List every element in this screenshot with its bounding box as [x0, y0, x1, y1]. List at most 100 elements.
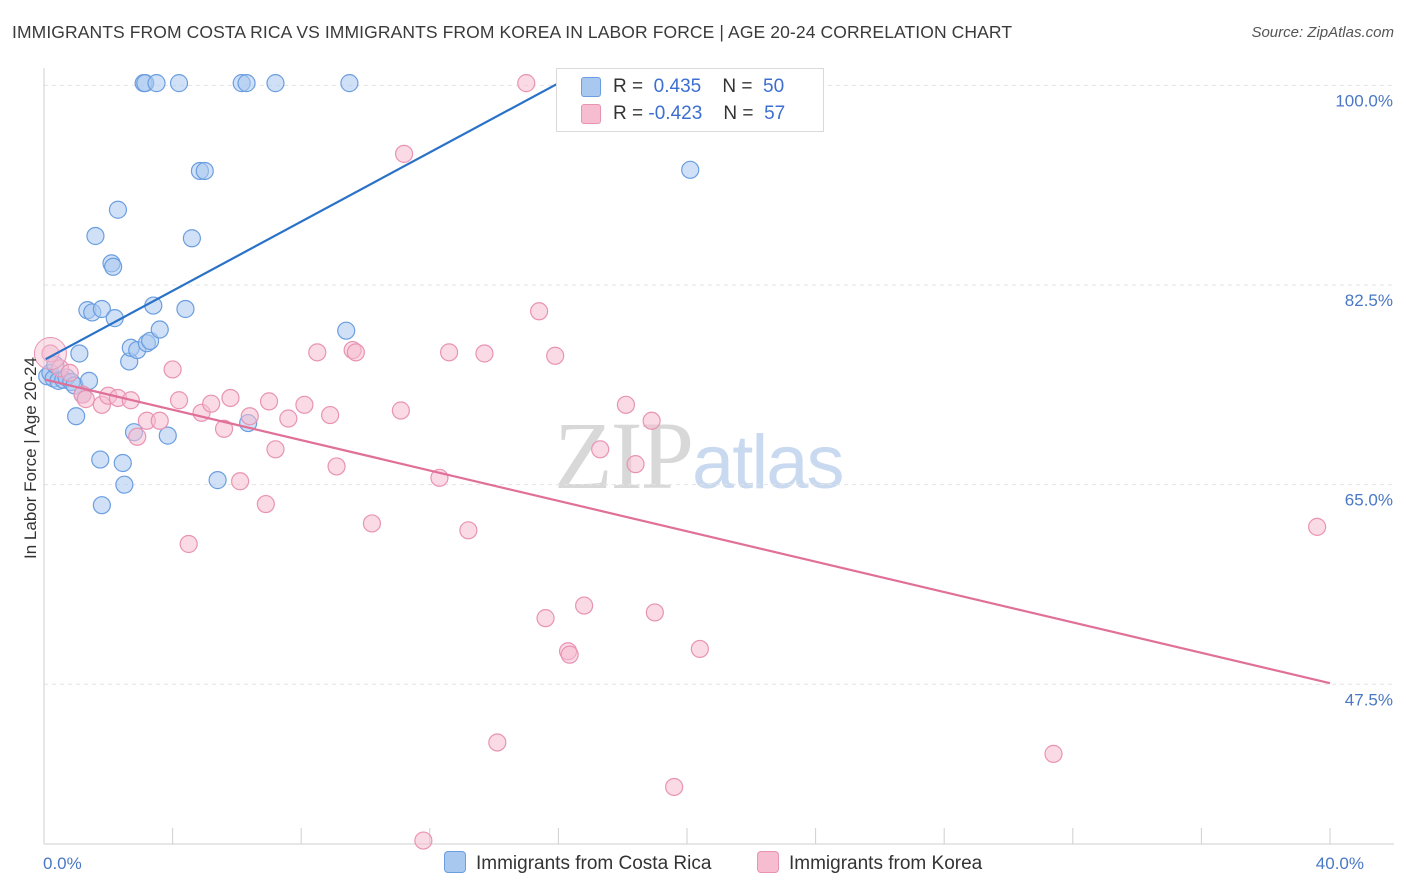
korea-point — [346, 343, 365, 362]
korea-point — [626, 455, 645, 474]
y-tick-label: 100.0% — [1335, 91, 1393, 110]
n-label: N = — [722, 76, 753, 97]
korea-point — [179, 534, 198, 554]
bottom-legend-swatch-pink — [757, 851, 779, 873]
y-tick-label: 82.5% — [1345, 291, 1393, 310]
costa-rica-point — [91, 450, 110, 469]
korea-point — [575, 596, 594, 615]
r-value-costa-rica: 0.435 — [653, 76, 702, 97]
korea-point — [414, 831, 433, 850]
korea-point — [394, 144, 414, 163]
n-value-korea: 57 — [764, 103, 786, 124]
korea-point — [231, 472, 250, 491]
korea-point — [266, 440, 285, 459]
legend-stats-korea: R = -0.423 N = 57 — [613, 103, 785, 125]
costa-rica-point — [337, 321, 356, 340]
bottom-legend-korea: Immigrants from Korea — [757, 851, 982, 875]
korea-point — [616, 395, 636, 414]
korea-point-large — [33, 336, 67, 370]
y-axis-label: In Labor Force | Age 20-24 — [21, 357, 40, 559]
korea-point — [488, 733, 507, 752]
costa-rica-point — [169, 74, 189, 93]
axes — [43, 68, 1394, 845]
korea-point — [279, 409, 298, 428]
korea-point — [327, 457, 346, 476]
korea-point — [169, 391, 189, 410]
korea-point — [240, 407, 259, 426]
korea-point — [202, 394, 221, 413]
korea-point — [591, 440, 610, 459]
costa-rica-point — [115, 475, 134, 494]
korea-point — [214, 419, 234, 438]
korea-point — [221, 388, 240, 408]
korea-point — [308, 343, 327, 362]
costa-rica-trend-line — [45, 75, 572, 361]
costa-rica-point — [70, 344, 89, 363]
korea-point — [517, 74, 536, 93]
costa-rica-point — [92, 299, 111, 319]
korea-point — [76, 390, 95, 409]
costa-rica-point — [147, 74, 166, 93]
costa-rica-point — [340, 74, 359, 93]
bottom-legend-swatch-blue — [444, 851, 466, 873]
korea-point — [439, 343, 459, 362]
watermark-atlas: atlas — [692, 420, 845, 505]
x-tick-label: 40.0% — [1316, 854, 1364, 873]
correlation-legend: R = 0.435 N = 50 R = -0.423 N = 57 — [556, 68, 824, 132]
costa-rica-point — [182, 229, 201, 248]
gridlines — [44, 84, 1394, 685]
korea-point — [321, 405, 340, 425]
costa-rica-point — [108, 200, 128, 219]
korea-point — [665, 777, 684, 797]
korea-point — [560, 645, 579, 664]
korea-point — [690, 639, 709, 659]
costa-rica-point — [208, 471, 227, 490]
korea-point — [536, 609, 555, 628]
korea-point — [295, 395, 314, 414]
korea-point — [546, 346, 565, 365]
korea-point — [256, 494, 275, 514]
y-tick-label: 65.0% — [1345, 491, 1393, 510]
korea-point — [128, 427, 147, 446]
korea-point — [1308, 517, 1327, 536]
bottom-legend-label-korea: Immigrants from Korea — [789, 853, 983, 874]
costa-rica-point — [113, 453, 132, 473]
korea-point — [391, 401, 410, 420]
legend-swatch-pink — [581, 104, 601, 124]
r-label: R = — [613, 103, 644, 124]
legend-swatch-blue — [581, 77, 601, 97]
korea-point — [475, 344, 494, 363]
korea-point — [530, 302, 549, 321]
n-label: N = — [723, 103, 754, 124]
trend-lines — [45, 75, 1331, 685]
costa-rica-point — [266, 74, 285, 93]
bottom-legend-label-costa-rica: Immigrants from Costa Rica — [476, 853, 712, 874]
korea-point — [1044, 744, 1063, 763]
korea-point — [459, 521, 478, 540]
korea-point — [645, 603, 664, 622]
r-label: R = — [613, 76, 644, 97]
korea-point — [362, 514, 382, 533]
costa-rica-point — [237, 74, 256, 93]
chart-title: IMMIGRANTS FROM COSTA RICA VS IMMIGRANTS… — [12, 22, 1013, 42]
x-tick-label: 0.0% — [43, 854, 82, 873]
costa-rica-point — [92, 496, 111, 515]
costa-rica-point — [86, 226, 105, 246]
korea-points — [33, 74, 1327, 850]
korea-point — [642, 411, 661, 430]
n-value-costa-rica: 50 — [763, 76, 785, 97]
korea-point — [163, 360, 182, 379]
costa-rica-point — [158, 426, 177, 445]
zipatlas-watermark: ZIPatlas — [554, 400, 845, 511]
costa-rica-point — [104, 257, 123, 276]
korea-point — [150, 411, 169, 430]
source-credit: Source: ZipAtlas.com — [1251, 24, 1394, 41]
y-tick-label: 47.5% — [1345, 690, 1393, 709]
bottom-legend-costa-rica: Immigrants from Costa Rica — [444, 851, 711, 875]
r-value-korea: -0.423 — [648, 103, 703, 124]
legend-stats-costa-rica: R = 0.435 N = 50 — [613, 76, 784, 98]
costa-rica-point — [195, 161, 214, 181]
costa-rica-point — [67, 407, 86, 426]
costa-rica-point — [150, 320, 169, 339]
